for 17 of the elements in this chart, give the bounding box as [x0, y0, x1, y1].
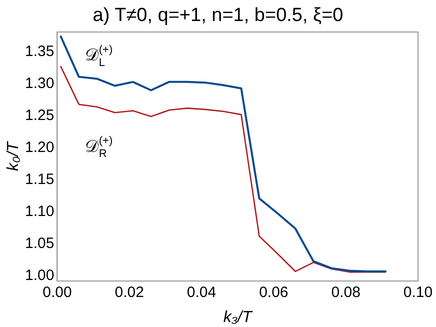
- x-tick-label: 0.08: [331, 284, 360, 302]
- x-tick-label: 0.10: [403, 284, 433, 302]
- y-tick-label: 1.35: [24, 42, 54, 60]
- x-axis-title: k₃/T: [223, 309, 254, 326]
- y-tick-label: 1.00: [24, 267, 54, 284]
- y-tick-label: 1.30: [24, 74, 54, 92]
- x-tick-label: 0.02: [114, 284, 144, 302]
- y-tick-label: 1.05: [24, 235, 54, 252]
- x-tick-label: 0.06: [259, 284, 288, 302]
- y-axis-title: k₀/T: [5, 140, 22, 171]
- y-tick-label: 1.15: [24, 171, 54, 188]
- y-tick-label: 1.10: [24, 203, 54, 220]
- y-tick-label: 1.25: [24, 106, 54, 124]
- chart-title: a) T≠0, q=+1, n=1, b=0.5, ξ=0: [92, 5, 344, 26]
- y-tick-label: 1.20: [24, 139, 54, 156]
- x-tick-label: 0.00: [42, 284, 72, 302]
- x-tick-label: 0.04: [186, 284, 216, 302]
